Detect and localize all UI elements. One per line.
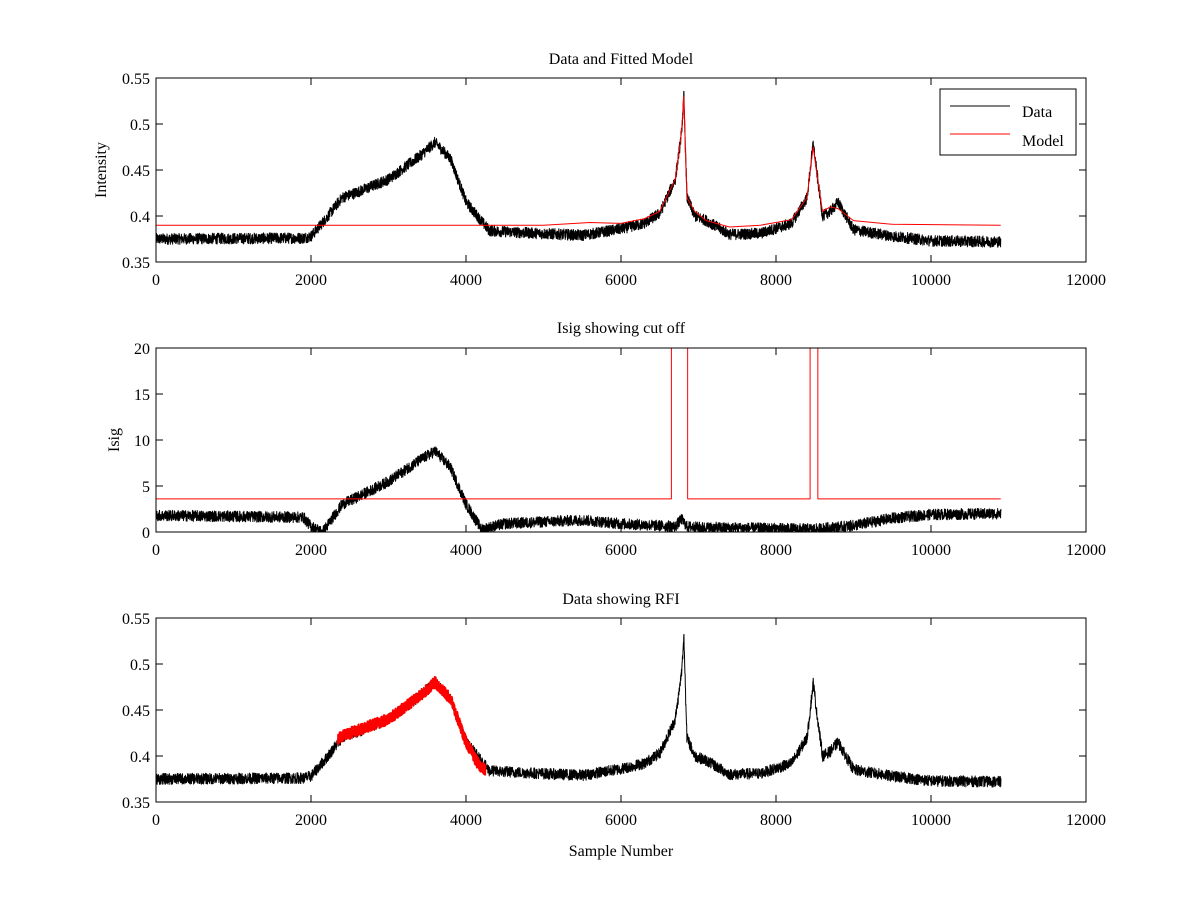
x-tick-label: 4000 — [450, 542, 482, 559]
x-tick-label: 8000 — [760, 272, 792, 289]
panel-3-series-2-line — [337, 675, 487, 776]
legend-box — [939, 88, 1077, 156]
panel-3-series-1-line — [156, 633, 1002, 788]
y-tick-label: 20 — [134, 341, 150, 358]
panel-3-x-axis-label: Sample Number — [569, 843, 674, 860]
x-tick-label: 6000 — [605, 812, 637, 829]
x-tick-label: 6000 — [605, 272, 637, 289]
y-tick-label: 0.4 — [130, 749, 150, 766]
x-tick-label: 10000 — [911, 812, 951, 829]
panel-2-series-1-line — [156, 446, 1002, 532]
x-tick-label: 2000 — [295, 272, 327, 289]
panel-1-series-model-line — [156, 95, 1001, 228]
y-tick-label: 0.35 — [122, 795, 150, 812]
x-tick-label: 0 — [152, 812, 160, 829]
x-tick-label: 2000 — [295, 542, 327, 559]
y-tick-label: 10 — [134, 433, 150, 450]
x-tick-label: 2000 — [295, 812, 327, 829]
x-tick-label: 12000 — [1066, 542, 1106, 559]
y-tick-label: 0.35 — [122, 255, 150, 272]
panel-2-title: Isig showing cut off — [557, 320, 686, 337]
y-tick-label: 5 — [142, 479, 150, 496]
x-tick-label: 12000 — [1066, 272, 1106, 289]
panel-2-y-axis-label: Isig — [106, 428, 123, 452]
panel-3-ticks: 0 2000 4000 6000 8000 10000 12000 0.35 0.4 0.45 0.… — [122, 611, 1106, 829]
x-tick-label: 10000 — [911, 542, 951, 559]
panel-1-legend: Data Model — [939, 88, 1077, 156]
panel-3: 0 2000 4000 6000 8000 10000 12000 0.35 0.4 0.45 0.… — [122, 591, 1106, 860]
x-tick-label: 8000 — [760, 542, 792, 559]
panel-1-title: Data and Fitted Model — [549, 51, 694, 68]
y-tick-label: 0.45 — [122, 703, 150, 720]
y-tick-label: 0.55 — [122, 611, 150, 628]
y-tick-label: 15 — [134, 387, 150, 404]
x-tick-label: 0 — [152, 542, 160, 559]
x-tick-label: 4000 — [450, 272, 482, 289]
legend-label-data: Data — [1022, 104, 1052, 121]
y-tick-label: 0.55 — [122, 71, 150, 88]
x-tick-label: 12000 — [1066, 812, 1106, 829]
x-tick-label: 0 — [152, 272, 160, 289]
panel-1-y-axis-label: Intensity — [93, 142, 110, 198]
panel-2: 0 2000 4000 6000 8000 10000 12000 0 5 10 15 20 Isig… — [106, 320, 1106, 559]
x-tick-label: 4000 — [450, 812, 482, 829]
y-tick-label: 0.5 — [130, 657, 150, 674]
y-tick-label: 0.4 — [130, 209, 150, 226]
panel-2-series-2-line — [156, 348, 1001, 500]
y-tick-label: 0 — [142, 525, 150, 542]
panel-2-series — [156, 348, 1002, 532]
legend-label-model: Model — [1022, 133, 1064, 150]
x-tick-label: 8000 — [760, 812, 792, 829]
panel-3-title: Data showing RFI — [562, 591, 679, 608]
panel-2-ticks: 0 2000 4000 6000 8000 10000 12000 0 5 10 15 20 — [134, 341, 1106, 559]
panel-3-series — [156, 633, 1002, 788]
panel-1-series-data-line — [156, 90, 1002, 248]
x-tick-label: 6000 — [605, 542, 637, 559]
panel-1: 0 2000 4000 6000 8000 10000 12000 0.35 0.4 0.45 0.… — [93, 51, 1106, 289]
panel-1-series — [156, 90, 1002, 248]
panel-1-ticks: 0 2000 4000 6000 8000 10000 12000 0.35 0.4 0.45 0.… — [122, 71, 1106, 289]
x-tick-label: 10000 — [911, 272, 951, 289]
y-tick-label: 0.45 — [122, 163, 150, 180]
y-tick-label: 0.5 — [130, 117, 150, 134]
